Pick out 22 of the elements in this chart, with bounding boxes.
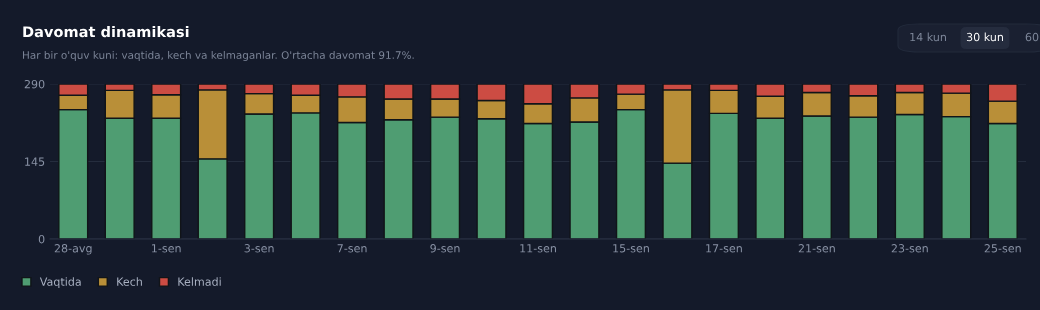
x-tick-label: 11-sen bbox=[520, 244, 556, 253]
x-tick-label: 15-sen bbox=[613, 244, 649, 253]
x-tick-label: 1-sen bbox=[152, 244, 181, 253]
x-tick-label: 17-sen bbox=[706, 244, 742, 253]
x-tick-label: 21-sen bbox=[798, 244, 835, 253]
text: 30 kun bbox=[966, 32, 1003, 42]
chart-subtitle: Har bir o'quv kuni: vaqtida, kech va kelmaganlar. O'rtacha davomat 91.7%. bbox=[23, 50, 414, 62]
x-tick-label: 7-sen bbox=[337, 244, 367, 253]
x-tick-label: 28-avg bbox=[54, 244, 92, 255]
y-tick-label: 0 bbox=[38, 234, 45, 244]
x-tick-label: 9-sen bbox=[430, 244, 460, 253]
legend-label: Vaqtida bbox=[39, 277, 81, 288]
text: 14 kun bbox=[910, 32, 946, 42]
y-tick-label: 290 bbox=[24, 79, 45, 89]
x-tick-label: 3-sen bbox=[244, 244, 274, 253]
x-tick-label: 25-sen bbox=[984, 244, 1021, 253]
y-tick-label: 145 bbox=[25, 157, 45, 166]
text: 60 bbox=[1025, 32, 1039, 42]
legend-label: Kelmadi bbox=[178, 277, 221, 286]
chart-title: Davomat dinamikasi bbox=[23, 25, 189, 38]
legend-label: Kech bbox=[117, 277, 142, 286]
x-tick-label: 23-sen bbox=[891, 244, 928, 253]
